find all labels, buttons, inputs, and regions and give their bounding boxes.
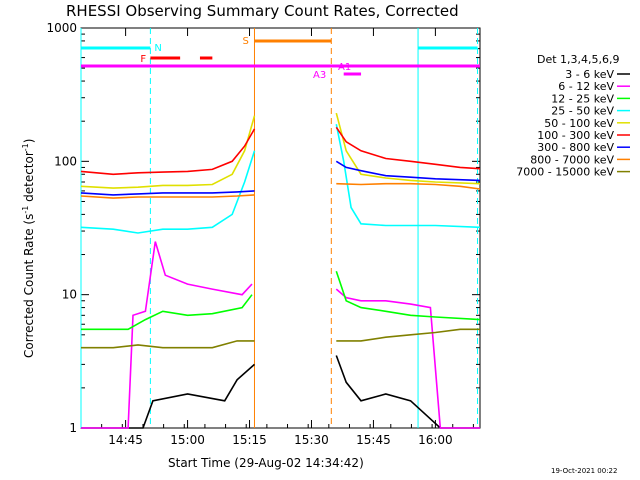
legend-title: Det 1,3,4,5,6,9	[537, 53, 620, 66]
legend-entry-label: 7000 - 15000 keV	[516, 166, 614, 179]
chart-title: RHESSI Observing Summary Count Rates, Co…	[66, 2, 459, 20]
series-line	[80, 194, 255, 199]
legend-entry-label: 3 - 6 keV	[565, 68, 614, 81]
legend-entry-label: 12 - 25 keV	[551, 92, 614, 105]
series-line	[80, 150, 256, 234]
x-tick-label: 15:00	[170, 433, 205, 447]
flare-label: F	[140, 54, 146, 65]
x-axis-label: Start Time (29-Aug-02 14:34:42)	[168, 456, 364, 470]
series-line	[81, 294, 253, 331]
y-tick-label: 1	[69, 421, 77, 435]
series-line	[81, 241, 253, 429]
attenuator-label: A1	[338, 62, 351, 73]
series-line	[80, 190, 255, 196]
y-tick-label: 100	[54, 154, 77, 168]
night-label: N	[154, 43, 161, 54]
series-line	[81, 340, 255, 349]
x-tick-label: 16:00	[418, 433, 453, 447]
timestamp: 19-Oct-2021 00:22	[551, 467, 617, 475]
legend-entry-label: 25 - 50 keV	[551, 105, 614, 118]
series-line	[335, 126, 481, 170]
series-line	[335, 160, 481, 182]
legend-entry-label: 800 - 7000 keV	[530, 153, 614, 166]
series-line	[336, 182, 481, 190]
decimation-label: A3	[313, 70, 326, 81]
saa-label: S	[242, 36, 248, 47]
series-line	[335, 112, 481, 185]
y-tick-label: 10	[62, 288, 77, 302]
plot-frame	[80, 27, 481, 429]
x-tick-label: 14:45	[108, 433, 143, 447]
x-tick-label: 15:15	[232, 433, 267, 447]
legend-entry-label: 50 - 100 keV	[544, 117, 614, 130]
series-line	[80, 115, 256, 189]
legend-entry-label: 6 - 12 keV	[558, 80, 614, 93]
series-line	[336, 328, 480, 342]
series-line	[335, 270, 481, 321]
y-tick-label: 1000	[46, 21, 77, 35]
y-axis-label: Corrected Count Rate (s-1 detector-1)	[21, 139, 36, 358]
series-line	[80, 128, 256, 176]
series-line	[335, 124, 481, 229]
legend-entry-label: 300 - 800 keV	[537, 141, 614, 154]
x-tick-label: 15:30	[294, 433, 329, 447]
plot-area: 1 10 100 1000 14:45 15:00 15:15 15:30 15:45 16:00…	[46, 21, 481, 447]
series-line	[335, 355, 480, 429]
series-line	[335, 288, 480, 429]
x-tick-label: 15:45	[356, 433, 391, 447]
series-line	[81, 363, 256, 429]
legend-entry-label: 100 - 300 keV	[537, 129, 614, 142]
